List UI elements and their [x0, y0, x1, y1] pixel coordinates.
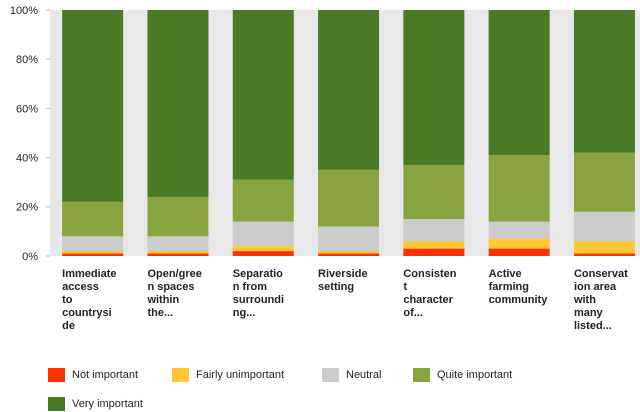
bar-segment	[488, 248, 550, 256]
x-tick-label: access	[62, 281, 99, 293]
bar-segment	[232, 251, 294, 256]
bar-segment	[488, 10, 550, 156]
bar-segment	[318, 253, 380, 256]
bar-segment	[62, 201, 124, 237]
x-tick-label: countrysi	[62, 307, 112, 319]
bar-segment	[147, 196, 209, 237]
x-tick-label: listed...	[574, 320, 612, 332]
x-tick-label: Open/gree	[147, 268, 201, 280]
x-tick-label: Active	[489, 268, 522, 280]
bar-segment	[147, 236, 209, 252]
bar-segment	[403, 241, 465, 249]
bar-segment	[147, 253, 209, 256]
y-tick-label: 60%	[16, 103, 38, 115]
legend-label: Fairly unimportant	[196, 369, 284, 381]
x-tick-label: de	[62, 320, 75, 332]
bar-segment	[232, 221, 294, 247]
bar-segment	[403, 10, 465, 165]
legend-swatch	[172, 368, 189, 382]
x-tick-label: Immediate	[62, 268, 116, 280]
y-tick-label: 0%	[22, 251, 38, 263]
bar-segment	[403, 164, 465, 220]
y-tick-label: 80%	[16, 54, 38, 66]
x-tick-label: ng...	[233, 307, 256, 319]
legend-swatch	[48, 397, 65, 411]
x-tick-label: t	[403, 281, 407, 293]
x-tick-label: Conservat	[574, 268, 628, 280]
bar-segment	[573, 10, 635, 153]
bar-segment	[318, 226, 380, 252]
bar-segment	[232, 10, 294, 180]
bar-segment	[232, 246, 294, 252]
x-tick-label: Riverside	[318, 268, 368, 280]
bar-segment	[573, 253, 635, 256]
x-tick-label: with	[573, 294, 596, 306]
x-tick-label: community	[489, 294, 549, 306]
bar-segment	[573, 211, 635, 242]
x-tick-label: to	[62, 294, 73, 306]
bar-segment	[318, 169, 380, 227]
bar-segment	[573, 241, 635, 254]
bar-segment	[62, 236, 124, 252]
legend-label: Very important	[72, 398, 143, 410]
x-tick-label: of...	[403, 307, 423, 319]
bar-segment	[318, 10, 380, 170]
x-tick-label: n from	[233, 281, 267, 293]
y-tick-label: 20%	[16, 202, 38, 214]
legend-label: Quite important	[437, 369, 512, 381]
legend-swatch	[322, 368, 339, 382]
x-tick-label: n spaces	[147, 281, 194, 293]
x-tick-label: Consisten	[403, 268, 456, 280]
x-tick-label: within	[146, 294, 179, 306]
legend-swatch	[413, 368, 430, 382]
bar-segment	[318, 251, 380, 254]
bar-segment	[403, 219, 465, 242]
x-tick-label: setting	[318, 281, 354, 293]
y-tick-label: 100%	[10, 5, 38, 17]
x-tick-label: ion area	[574, 281, 617, 293]
bar-segment	[403, 248, 465, 256]
x-tick-label: character	[403, 294, 453, 306]
legend-label: Not important	[72, 369, 138, 381]
legend-swatch	[48, 368, 65, 382]
bar-segment	[488, 221, 550, 239]
bar-segment	[488, 155, 550, 222]
y-tick-label: 40%	[16, 153, 38, 165]
bar-segment	[488, 238, 550, 249]
bar-segment	[147, 251, 209, 254]
x-tick-label: surroundi	[233, 294, 284, 306]
bar-segment	[147, 10, 209, 197]
x-tick-label: the...	[147, 307, 173, 319]
x-tick-label: Separatio	[233, 268, 283, 280]
x-tick-label: farming	[489, 281, 529, 293]
bar-segment	[62, 251, 124, 254]
legend-label: Neutral	[346, 369, 381, 381]
bar-segment	[232, 179, 294, 222]
x-tick-label: many	[574, 307, 604, 319]
bar-segment	[62, 10, 124, 202]
bar-segment	[573, 152, 635, 212]
bar-segment	[62, 253, 124, 256]
